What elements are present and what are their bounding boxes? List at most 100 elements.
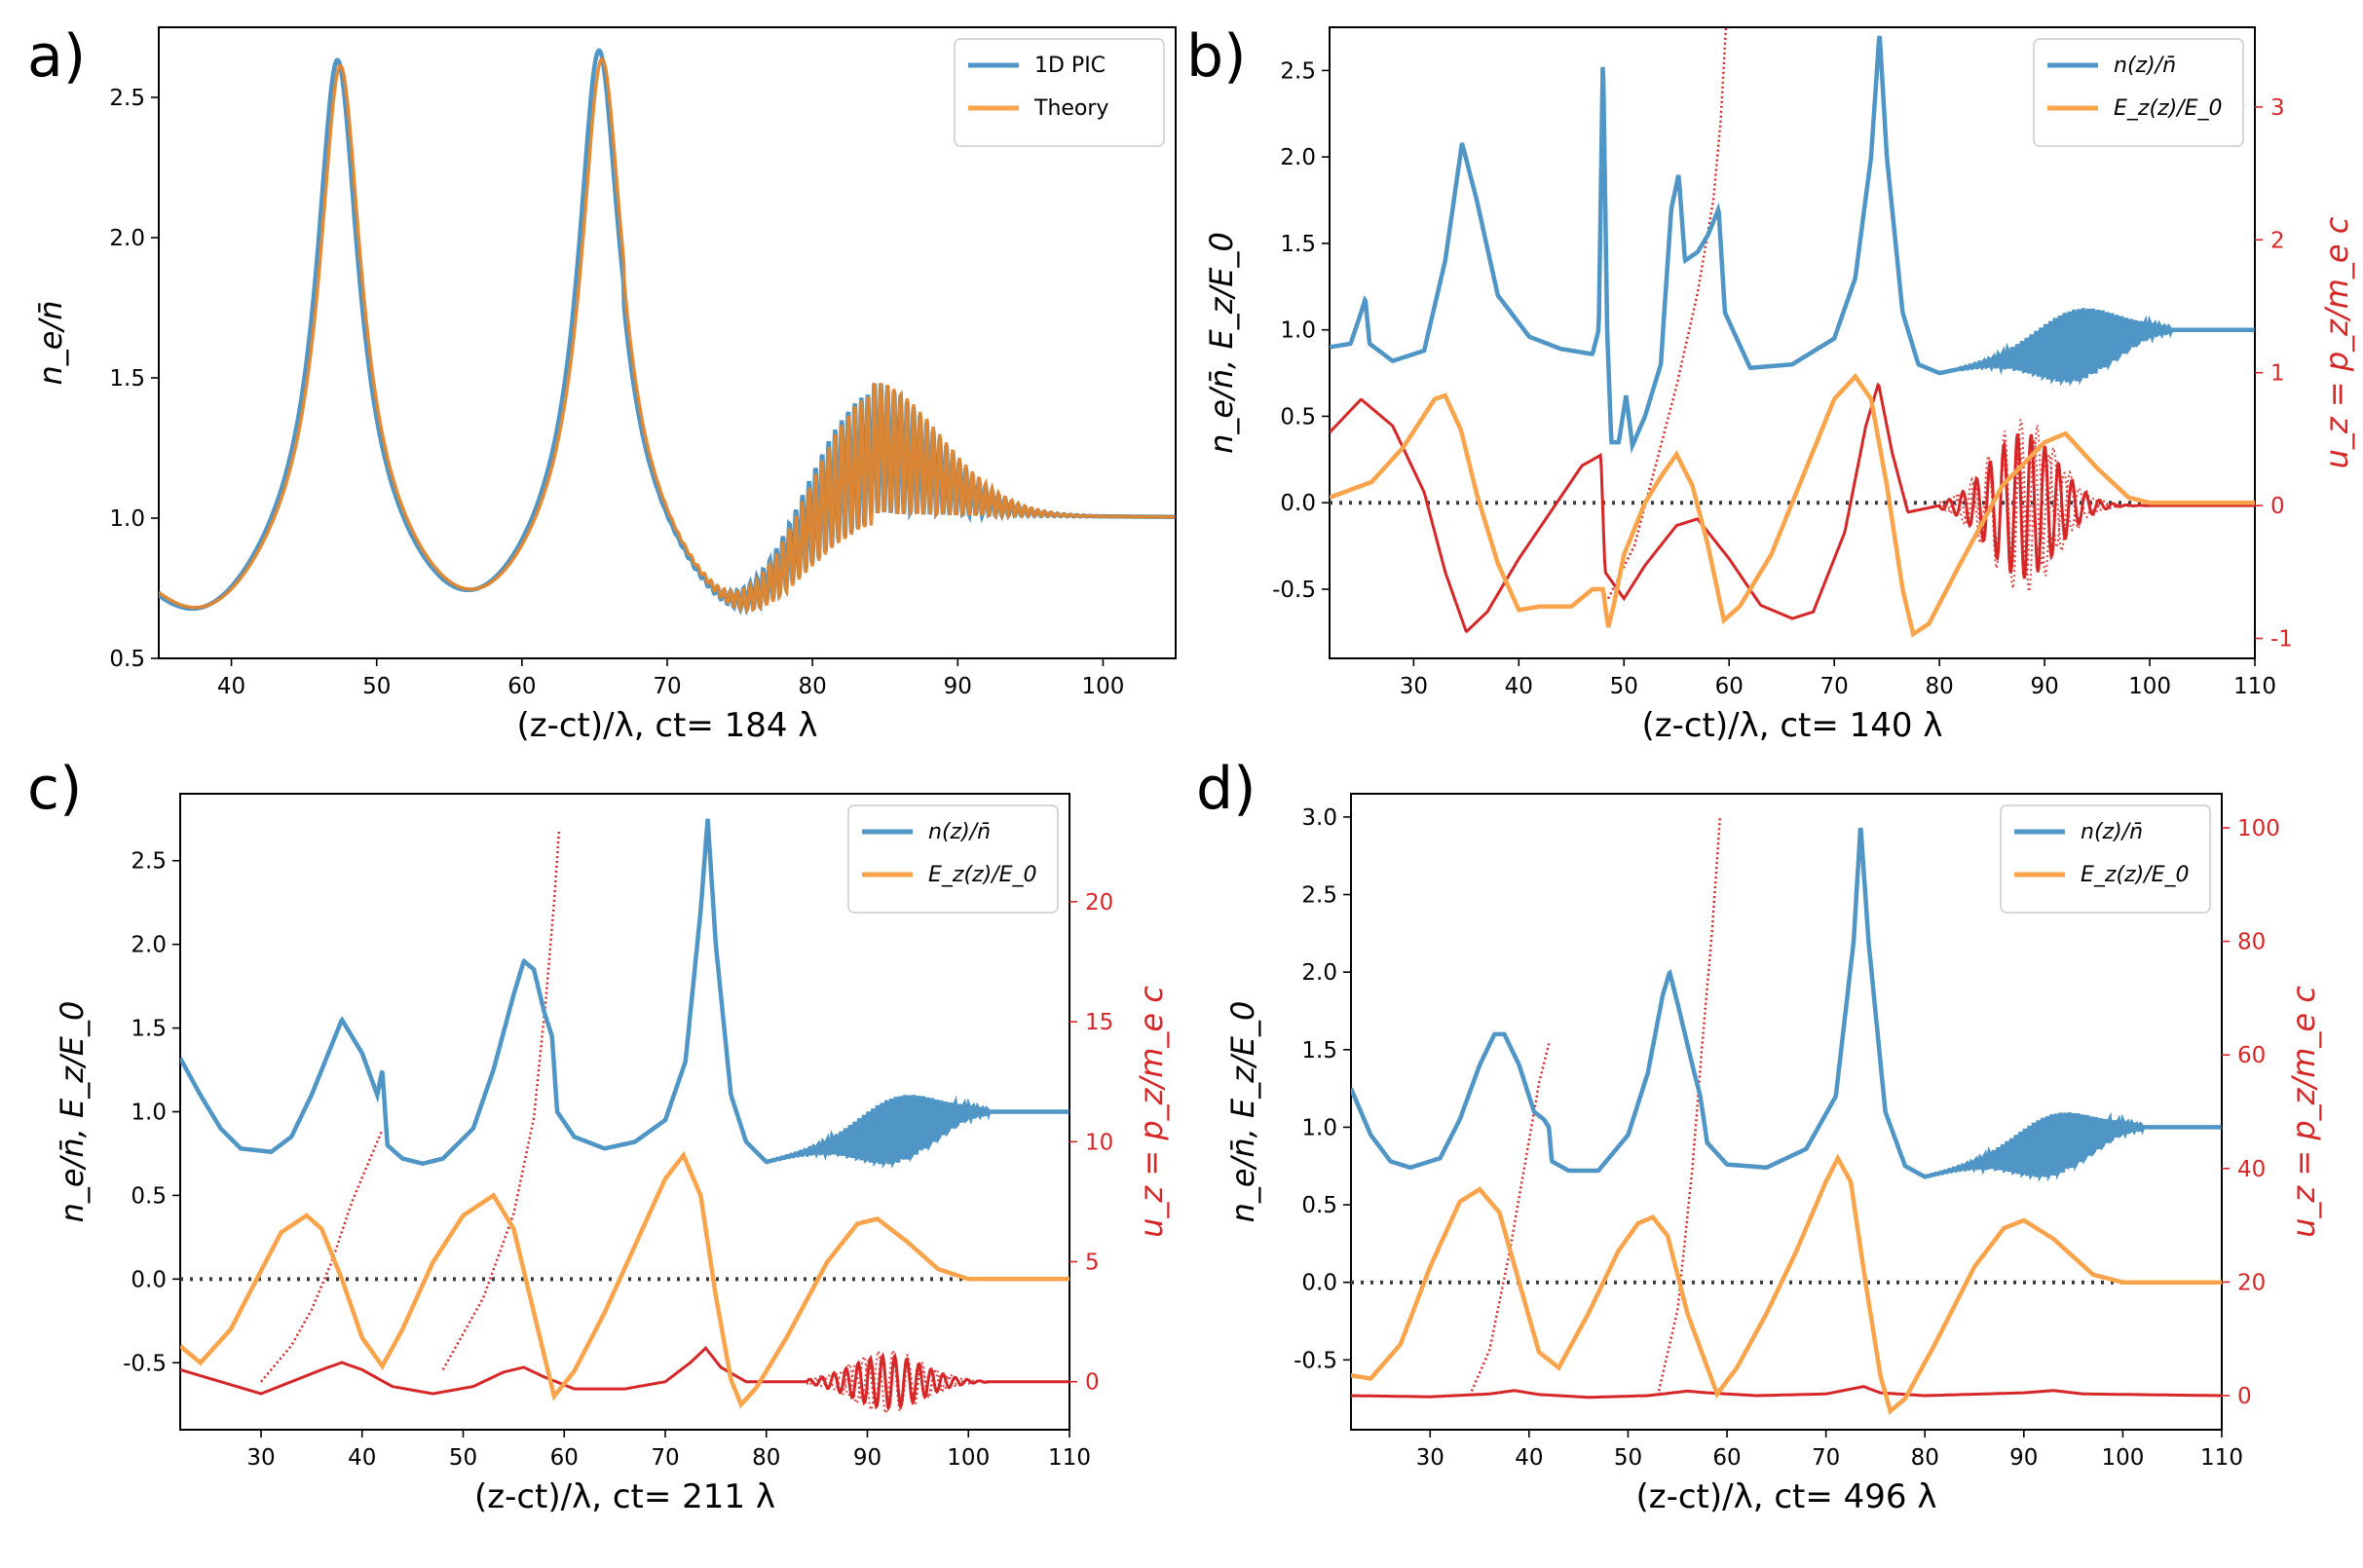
x-tick-label: 80 (1911, 1445, 1939, 1471)
y-tick-label: 1.0 (109, 506, 145, 532)
y-tick-label: 2.5 (131, 849, 167, 875)
x-tick-label: 80 (1925, 674, 1953, 699)
y-axis-label: n_e/n̄ (32, 300, 69, 385)
y2-tick-label: -1 (2270, 627, 2293, 653)
y-tick-label: 0.5 (109, 647, 145, 672)
x-tick-label: 70 (653, 674, 681, 699)
panel-label: d) (1196, 755, 1257, 823)
x-tick-label: 60 (550, 1445, 579, 1471)
x-tick-label: 50 (1614, 1445, 1642, 1471)
x-tick-label: 60 (507, 674, 536, 699)
x-tick-label: 100 (1081, 674, 1124, 699)
y2-tick-label: 80 (2237, 930, 2266, 955)
plot-frame (1350, 793, 2223, 1431)
panel-label: b) (1186, 22, 1247, 91)
momentum-phase-space-trace (806, 1361, 990, 1403)
y-tick-label: 1.0 (131, 1101, 167, 1126)
x-tick-label: 110 (1048, 1445, 1091, 1471)
x-tick-label: 70 (651, 1445, 679, 1471)
y2-tick-label: 20 (1085, 890, 1113, 915)
x-tick-label: 90 (2009, 1445, 2038, 1471)
x-axis-label: (z-ct)/λ, ct= 184 λ (516, 706, 817, 745)
y-axis-label: n_e/n̄, E_z/E_0 (1224, 1001, 1261, 1223)
y-tick-label: 1.5 (109, 366, 145, 392)
y-tick-label: 3.0 (1301, 805, 1337, 831)
x-tick-label: 80 (752, 1445, 780, 1471)
y-tick-label: 2.5 (109, 86, 145, 111)
x-tick-label: 40 (348, 1445, 376, 1471)
y-axis-label: n_e/n̄, E_z/E_0 (1203, 232, 1240, 454)
density-line (180, 818, 1069, 1170)
legend-label-1: n(z)/n̄ (2114, 54, 2176, 78)
y2-axis-label: u_z = p_z/m_e c (1133, 986, 1170, 1238)
y2-tick-label: 1 (2270, 361, 2285, 387)
x-tick-label: 90 (2030, 674, 2058, 699)
x-tick-label: 40 (217, 674, 245, 699)
legend-label-1: n(z)/n̄ (928, 820, 991, 844)
y2-tick-label: 5 (1085, 1251, 1100, 1276)
x-axis-label: (z-ct)/λ, ct= 496 λ (1635, 1477, 1936, 1516)
y2-tick-label: 2 (2270, 228, 2285, 253)
y-tick-label: 1.0 (1301, 1115, 1337, 1140)
x-tick-label: 30 (1416, 1445, 1444, 1471)
y2-tick-label: 0 (2237, 1384, 2252, 1409)
panel-label: c) (27, 755, 82, 823)
x-tick-label: 90 (853, 1445, 881, 1471)
y-tick-label: 2.0 (131, 933, 167, 958)
y-tick-label: -0.5 (1294, 1348, 1337, 1373)
legend-label-2: E_z(z)/E_0 (2114, 96, 2222, 121)
legend-label-1: n(z)/n̄ (2081, 820, 2143, 844)
panel-c: 30 40 50 60 70 80 90 100 110-0.50.00.51.01.52.02… (27, 755, 1170, 1516)
momentum-line (180, 1345, 1069, 1412)
x-tick-label: 110 (2200, 1445, 2243, 1471)
y-tick-label: 0.0 (1280, 491, 1316, 516)
y-tick-label: 1.5 (131, 1017, 167, 1042)
y2-tick-label: 40 (2237, 1157, 2266, 1182)
plot-area (159, 48, 1176, 616)
y-tick-label: 1.5 (1301, 1038, 1337, 1064)
x-axis-label: (z-ct)/λ, ct= 140 λ (1641, 706, 1942, 745)
field-line (1351, 1153, 2222, 1416)
y2-tick-label: 3 (2270, 95, 2285, 121)
y2-tick-label: 60 (2237, 1043, 2266, 1068)
legend-label-1: 1D PIC (1034, 54, 1106, 78)
y-tick-label: -0.5 (123, 1351, 167, 1376)
x-tick-label: 70 (1812, 1445, 1840, 1471)
momentum-injected-branch (260, 1129, 384, 1383)
x-tick-label: 60 (1715, 674, 1744, 699)
y-axis-label: n_e/n̄, E_z/E_0 (54, 1001, 91, 1223)
x-tick-label: 50 (362, 674, 391, 699)
panel-label: a) (27, 22, 86, 91)
y-tick-label: -0.5 (1272, 578, 1316, 603)
panel-d: 30 40 50 60 70 80 90 100 110 -0.5 0.0 0.5 1.0 1.5 2.0 2… (1196, 755, 2322, 1516)
x-tick-label: 40 (1515, 1445, 1543, 1471)
y2-axis-label: u_z = p_z/m_e c (2285, 986, 2322, 1238)
y-tick-label: 0.0 (1301, 1271, 1337, 1296)
y-tick-label: 1.5 (1280, 232, 1316, 257)
panel-b: 30 40 50 60 70 80 90 100 110-0.50.00.51.01.52.02… (1186, 22, 2355, 745)
y-tick-label: 2.5 (1301, 883, 1337, 909)
plot-frame (1329, 26, 2256, 659)
x-tick-label: 100 (2128, 674, 2171, 699)
x-tick-label: 50 (449, 1445, 477, 1471)
x-tick-label: 30 (246, 1445, 275, 1471)
field-line (180, 1150, 1069, 1409)
momentum-phase-space-trace (1938, 418, 2150, 592)
x-tick-label: 80 (799, 674, 827, 699)
x-tick-label: 50 (1610, 674, 1638, 699)
momentum-phase-space-trace (806, 1354, 990, 1409)
y-tick-label: 2.0 (109, 226, 145, 251)
y-tick-label: 0.5 (1301, 1193, 1337, 1218)
y2-tick-label: 0 (2270, 494, 2285, 519)
plot-area (1351, 816, 2222, 1416)
legend-label-2: Theory (1033, 96, 1108, 121)
momentum-line (1351, 1385, 2222, 1400)
y-tick-label: 2.0 (1280, 145, 1316, 170)
legend-label-2: E_z(z)/E_0 (2081, 863, 2189, 887)
y2-tick-label: 15 (1085, 1010, 1113, 1035)
density-line (1330, 35, 2255, 454)
x-tick-label: 30 (1400, 674, 1428, 699)
x-tick-label: 70 (1820, 674, 1849, 699)
x-tick-label: 100 (947, 1445, 990, 1471)
